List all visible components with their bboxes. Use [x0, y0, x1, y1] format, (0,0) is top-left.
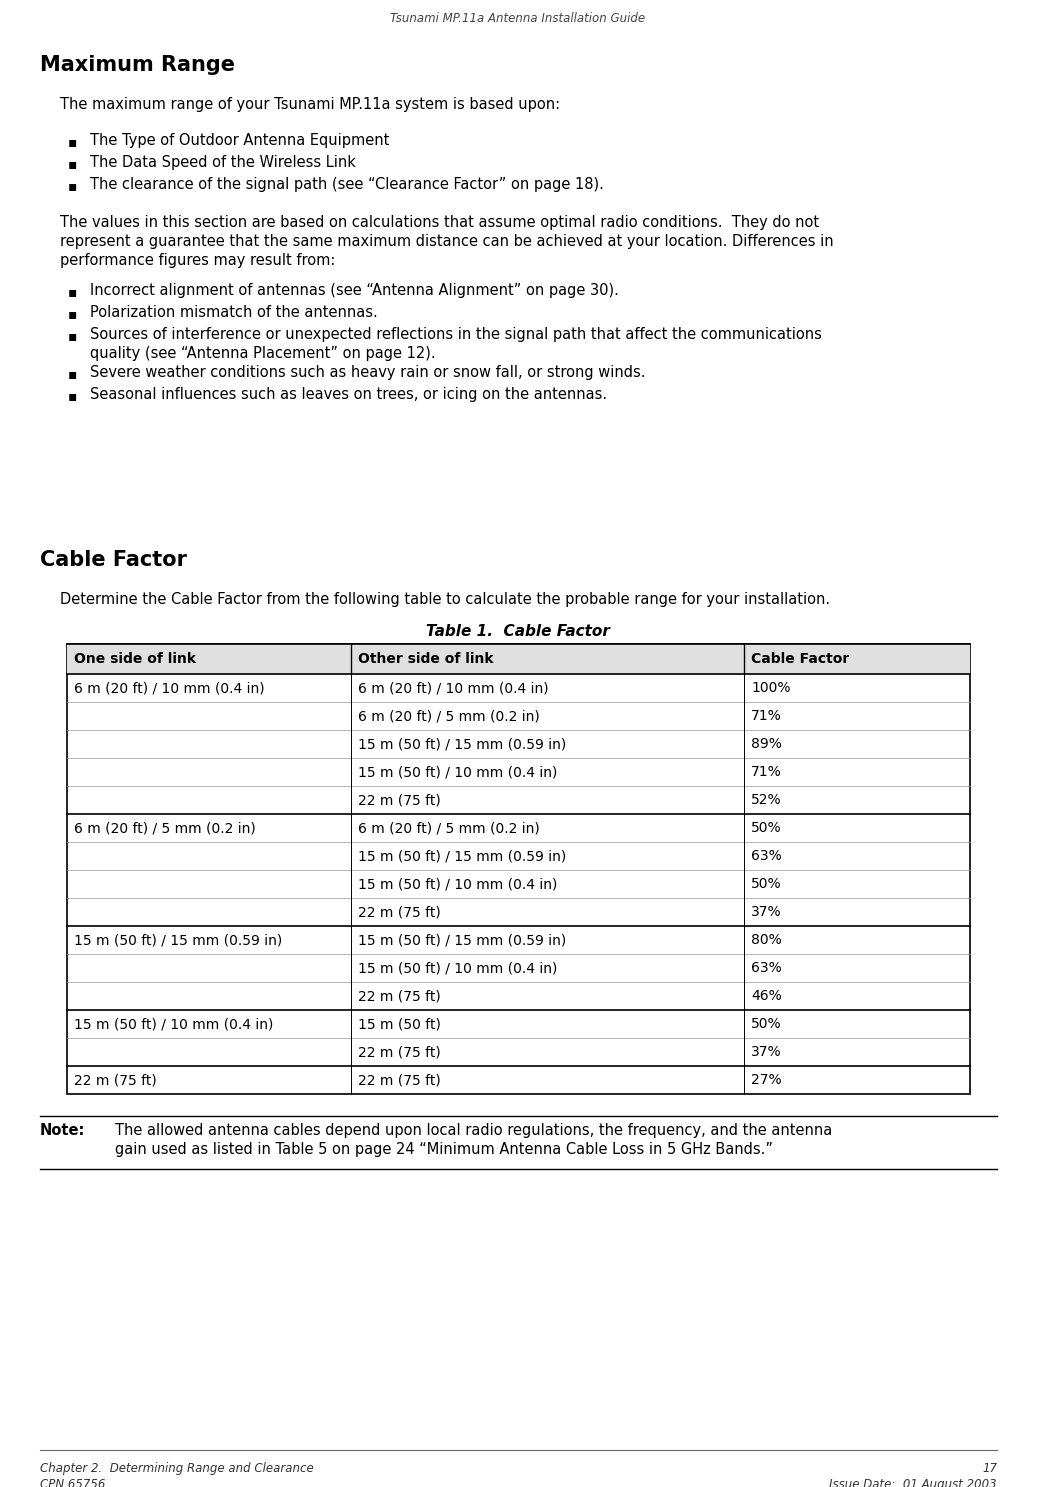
Text: Seasonal influences such as leaves on trees, or icing on the antennas.: Seasonal influences such as leaves on tr… [90, 387, 607, 401]
Text: 46%: 46% [751, 989, 782, 1004]
Text: gain used as listed in Table 5 on page 24 “Minimum Antenna Cable Loss in 5 GHz B: gain used as listed in Table 5 on page 2… [115, 1142, 773, 1157]
Text: ▪: ▪ [67, 329, 77, 343]
Text: represent a guarantee that the same maximum distance can be achieved at your loc: represent a guarantee that the same maxi… [60, 233, 834, 248]
Text: 50%: 50% [751, 877, 782, 891]
Text: Severe weather conditions such as heavy rain or snow fall, or strong winds.: Severe weather conditions such as heavy … [90, 364, 645, 381]
Text: 15 m (50 ft) / 15 mm (0.59 in): 15 m (50 ft) / 15 mm (0.59 in) [359, 738, 566, 751]
Text: ▪: ▪ [67, 178, 77, 193]
Text: 89%: 89% [751, 738, 782, 751]
Text: 6 m (20 ft) / 5 mm (0.2 in): 6 m (20 ft) / 5 mm (0.2 in) [359, 821, 540, 836]
Text: ▪: ▪ [67, 158, 77, 171]
Text: 27%: 27% [751, 1074, 782, 1087]
Text: The allowed antenna cables depend upon local radio regulations, the frequency, a: The allowed antenna cables depend upon l… [115, 1123, 833, 1138]
Text: ▪: ▪ [67, 390, 77, 403]
Text: Polarization mismatch of the antennas.: Polarization mismatch of the antennas. [90, 305, 377, 320]
Text: 22 m (75 ft): 22 m (75 ft) [74, 1074, 157, 1087]
Text: Determine the Cable Factor from the following table to calculate the probable ra: Determine the Cable Factor from the foll… [60, 592, 831, 607]
Text: 17: 17 [982, 1462, 997, 1475]
Text: ▪: ▪ [67, 367, 77, 381]
Text: performance figures may result from:: performance figures may result from: [60, 253, 335, 268]
Text: Issue Date:  01 August 2003: Issue Date: 01 August 2003 [830, 1478, 997, 1487]
Text: Table 1.  Cable Factor: Table 1. Cable Factor [426, 625, 610, 639]
Text: Note:: Note: [40, 1123, 85, 1138]
Text: 15 m (50 ft) / 10 mm (0.4 in): 15 m (50 ft) / 10 mm (0.4 in) [359, 877, 558, 891]
Text: Other side of link: Other side of link [359, 651, 494, 666]
Bar [67, 644, 970, 674]
Text: 15 m (50 ft) / 10 mm (0.4 in): 15 m (50 ft) / 10 mm (0.4 in) [74, 1017, 274, 1030]
Text: 6 m (20 ft) / 10 mm (0.4 in): 6 m (20 ft) / 10 mm (0.4 in) [74, 681, 264, 694]
Text: CPN 65756: CPN 65756 [40, 1478, 106, 1487]
Text: Maximum Range: Maximum Range [40, 55, 235, 74]
Text: 6 m (20 ft) / 10 mm (0.4 in): 6 m (20 ft) / 10 mm (0.4 in) [359, 681, 549, 694]
Text: 50%: 50% [751, 1017, 782, 1030]
Text: 15 m (50 ft) / 10 mm (0.4 in): 15 m (50 ft) / 10 mm (0.4 in) [359, 961, 558, 975]
Text: 50%: 50% [751, 821, 782, 836]
Text: 37%: 37% [751, 1045, 782, 1059]
Text: 37%: 37% [751, 906, 782, 919]
Text: The Data Speed of the Wireless Link: The Data Speed of the Wireless Link [90, 155, 356, 170]
Text: The maximum range of your Tsunami MP.11a system is based upon:: The maximum range of your Tsunami MP.11a… [60, 97, 560, 112]
Text: 15 m (50 ft): 15 m (50 ft) [359, 1017, 442, 1030]
Text: Cable Factor: Cable Factor [40, 550, 187, 570]
Text: Incorrect alignment of antennas (see “Antenna Alignment” on page 30).: Incorrect alignment of antennas (see “An… [90, 283, 619, 297]
Text: 15 m (50 ft) / 15 mm (0.59 in): 15 m (50 ft) / 15 mm (0.59 in) [359, 849, 566, 862]
Text: ▪: ▪ [67, 135, 77, 149]
Text: Tsunami MP.11a Antenna Installation Guide: Tsunami MP.11a Antenna Installation Guid… [391, 12, 646, 25]
Text: Chapter 2.  Determining Range and Clearance: Chapter 2. Determining Range and Clearan… [40, 1462, 314, 1475]
Text: The values in this section are based on calculations that assume optimal radio c: The values in this section are based on … [60, 216, 819, 230]
Text: 71%: 71% [751, 709, 782, 723]
Text: 52%: 52% [751, 793, 782, 807]
Text: 63%: 63% [751, 849, 782, 862]
Text: 63%: 63% [751, 961, 782, 975]
Text: 22 m (75 ft): 22 m (75 ft) [359, 1074, 441, 1087]
Text: Cable Factor: Cable Factor [751, 651, 849, 666]
Text: 22 m (75 ft): 22 m (75 ft) [359, 989, 441, 1004]
Text: 6 m (20 ft) / 5 mm (0.2 in): 6 m (20 ft) / 5 mm (0.2 in) [74, 821, 256, 836]
Text: The Type of Outdoor Antenna Equipment: The Type of Outdoor Antenna Equipment [90, 132, 389, 149]
Text: 15 m (50 ft) / 15 mm (0.59 in): 15 m (50 ft) / 15 mm (0.59 in) [359, 932, 566, 947]
Bar [67, 644, 970, 1094]
Text: Sources of interference or unexpected reflections in the signal path that affect: Sources of interference or unexpected re… [90, 327, 822, 342]
Text: quality (see “Antenna Placement” on page 12).: quality (see “Antenna Placement” on page… [90, 346, 436, 361]
Text: 22 m (75 ft): 22 m (75 ft) [359, 793, 441, 807]
Text: 100%: 100% [751, 681, 791, 694]
Text: 6 m (20 ft) / 5 mm (0.2 in): 6 m (20 ft) / 5 mm (0.2 in) [359, 709, 540, 723]
Text: 22 m (75 ft): 22 m (75 ft) [359, 906, 441, 919]
Text: One side of link: One side of link [74, 651, 196, 666]
Text: ▪: ▪ [67, 286, 77, 299]
Text: 71%: 71% [751, 764, 782, 779]
Text: 15 m (50 ft) / 10 mm (0.4 in): 15 m (50 ft) / 10 mm (0.4 in) [359, 764, 558, 779]
Text: 15 m (50 ft) / 15 mm (0.59 in): 15 m (50 ft) / 15 mm (0.59 in) [74, 932, 282, 947]
Text: 22 m (75 ft): 22 m (75 ft) [359, 1045, 441, 1059]
Text: The clearance of the signal path (see “Clearance Factor” on page 18).: The clearance of the signal path (see “C… [90, 177, 604, 192]
Text: 80%: 80% [751, 932, 782, 947]
Text: ▪: ▪ [67, 306, 77, 321]
